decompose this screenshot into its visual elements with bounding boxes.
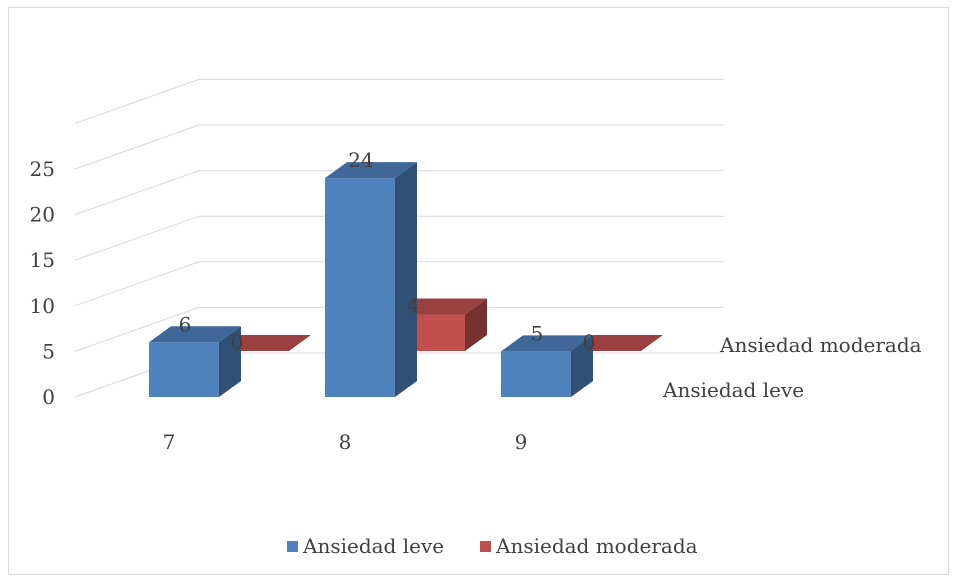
- bar-side-face: [571, 335, 593, 397]
- data-label: 0: [583, 330, 596, 354]
- bar-ansiedad-leve: [149, 326, 241, 397]
- legend-swatch: [287, 541, 298, 552]
- gridline: [74, 261, 724, 307]
- bar-ansiedad-leve: [501, 335, 593, 397]
- bar-side-face: [465, 298, 487, 351]
- bar-side-face: [219, 326, 241, 397]
- chart-labels: 0 5 10 15 20 25 0 6 7 4 24 8 0 5 9 Ansiedad leve Ansieda…: [30, 148, 922, 454]
- series-back-bars: [219, 298, 663, 351]
- gridline: [74, 306, 724, 352]
- y-tick-label: 5: [42, 339, 55, 363]
- x-tick-label: 9: [515, 430, 528, 454]
- y-tick-label: 20: [30, 203, 55, 227]
- x-tick-label: 7: [163, 430, 176, 454]
- depth-axis-label: Ansiedad leve: [662, 378, 804, 402]
- y-tick-label: 25: [30, 157, 55, 181]
- bar-ansiedad-moderada: [571, 335, 663, 351]
- gridline: [74, 78, 724, 124]
- bar-ansiedad-moderada: [219, 335, 311, 351]
- data-label: 0: [231, 330, 244, 354]
- bar-ansiedad-leve: [325, 162, 417, 397]
- x-tick-label: 8: [339, 430, 352, 454]
- series-front-bars: [149, 162, 593, 397]
- gridline: [74, 170, 724, 216]
- data-label: 4: [407, 294, 420, 318]
- depth-axis-label: Ansiedad moderada: [719, 333, 922, 357]
- bar-side-face: [395, 162, 417, 397]
- bar-top-face: [571, 335, 663, 351]
- data-label: 6: [179, 312, 192, 336]
- bar-top-face: [149, 326, 241, 343]
- legend: Ansiedad leve Ansiedad moderada: [287, 534, 698, 558]
- bar-top-face: [395, 298, 487, 315]
- legend-entry: Ansiedad moderada: [495, 534, 698, 558]
- bar-top-face: [501, 335, 593, 352]
- legend-entry: Ansiedad leve: [302, 534, 444, 558]
- data-label: 24: [348, 148, 373, 172]
- legend-swatch: [480, 541, 491, 552]
- y-tick-label: 10: [30, 294, 55, 318]
- y-tick-label: 15: [30, 248, 55, 272]
- bar-front-face: [501, 351, 571, 397]
- chart-frame: [8, 7, 949, 575]
- data-label: 5: [531, 321, 544, 345]
- bar-top-face: [325, 162, 417, 179]
- bar-front-face: [149, 342, 219, 397]
- bar-front-face: [325, 178, 395, 397]
- bar-top-face: [219, 335, 311, 351]
- y-tick-label: 0: [42, 385, 55, 409]
- gridline: [74, 124, 724, 170]
- gridline: [74, 215, 724, 261]
